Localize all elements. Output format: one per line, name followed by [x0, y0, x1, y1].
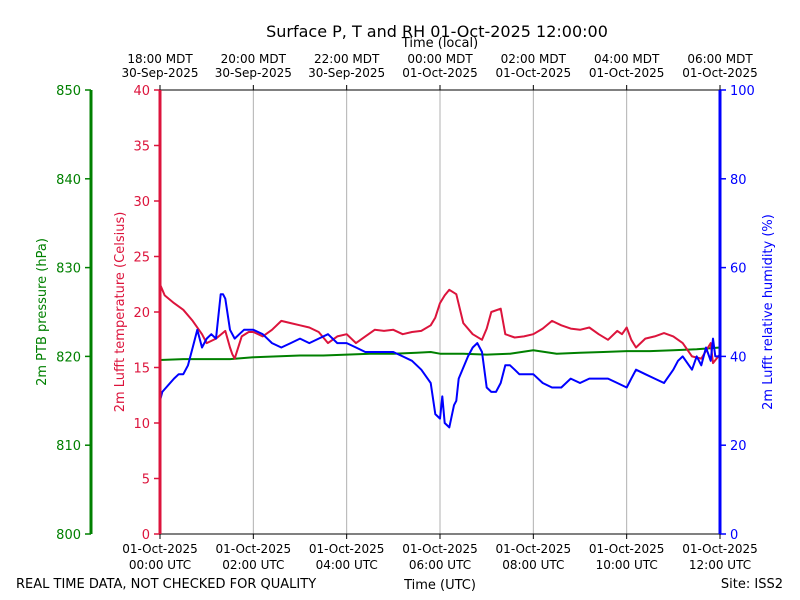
x-axis-label: Time (UTC) — [403, 578, 476, 593]
quality-disclaimer: REAL TIME DATA, NOT CHECKED FOR QUALITY — [16, 577, 316, 592]
temperature-series-line — [159, 283, 721, 365]
x-bottom-date-label: 01-Oct-2025 — [682, 542, 758, 556]
vertical-gridlines — [252, 90, 628, 534]
x-top-time-label: 22:00 MDT — [314, 52, 380, 66]
pressure-axis-ticks: 800 810 820 830 840 850 — [56, 84, 91, 543]
x-bottom-time-label: 04:00 UTC — [316, 558, 378, 572]
x-top-time-label: 20:00 MDT — [221, 52, 287, 66]
temperature-tick-label: 10 — [133, 417, 150, 432]
chart-title: Surface P, T and RH 01-Oct-2025 12:00:00 — [266, 22, 608, 41]
x-top-date-label: 30-Sep-2025 — [121, 66, 198, 80]
pressure-series-line — [159, 346, 721, 361]
temperature-tick-label: 20 — [133, 306, 150, 321]
temperature-tick-label: 25 — [133, 251, 150, 266]
temperature-tick-label: 35 — [133, 140, 150, 155]
temperature-axis-label: 2m Lufft temperature (Celsius) — [113, 212, 128, 413]
x-bottom-time-label: 02:00 UTC — [222, 558, 284, 572]
humidity-tick-label: 100 — [730, 84, 755, 99]
x-top-date-label: 01-Oct-2025 — [402, 66, 478, 80]
x-bottom-time-label: 12:00 UTC — [689, 558, 751, 572]
x-top-time-label: 04:00 MDT — [594, 52, 660, 66]
pressure-tick-label: 800 — [56, 528, 81, 543]
pressure-tick-label: 850 — [56, 84, 81, 99]
pressure-tick-label: 830 — [56, 262, 81, 277]
x-bottom-time-label: 06:00 UTC — [409, 558, 471, 572]
humidity-tick-label: 60 — [730, 262, 747, 277]
temperature-axis-ticks: 0 5 10 15 20 25 30 35 40 — [133, 84, 160, 543]
x-bottom-date-label: 01-Oct-2025 — [309, 542, 385, 556]
x-bottom-time-label: 00:00 UTC — [129, 558, 191, 572]
humidity-axis-label: 2m Lufft relative humidity (%) — [761, 214, 776, 410]
humidity-tick-label: 80 — [730, 173, 747, 188]
x-bottom-time-label: 08:00 UTC — [502, 558, 564, 572]
x-top-time-label: 18:00 MDT — [127, 52, 193, 66]
humidity-tick-label: 20 — [730, 439, 747, 454]
pressure-tick-label: 820 — [56, 350, 81, 365]
pressure-axis-label: 2m PTB pressure (hPa) — [35, 238, 50, 386]
humidity-axis-ticks: 0 20 40 60 80 100 — [720, 84, 755, 543]
temperature-tick-label: 30 — [133, 195, 150, 210]
x-bottom-date-label: 01-Oct-2025 — [589, 542, 665, 556]
temperature-tick-label: 40 — [133, 84, 150, 99]
x-top-time-label: 00:00 MDT — [407, 52, 473, 66]
temperature-tick-label: 15 — [133, 362, 150, 377]
humidity-series-line — [159, 293, 720, 429]
x-axis-bottom-ticks: 01-Oct-2025 00:00 UTC 01-Oct-2025 02:00 UTC… — [122, 534, 758, 572]
x-bottom-time-label: 10:00 UTC — [596, 558, 658, 572]
x-top-date-label: 30-Sep-2025 — [215, 66, 292, 80]
x-top-time-label: 02:00 MDT — [501, 52, 567, 66]
x-bottom-date-label: 01-Oct-2025 — [216, 542, 292, 556]
site-label: Site: ISS2 — [721, 577, 783, 592]
x-bottom-date-label: 01-Oct-2025 — [496, 542, 572, 556]
x-top-date-label: 01-Oct-2025 — [682, 66, 758, 80]
x-bottom-date-label: 01-Oct-2025 — [402, 542, 478, 556]
series-lines — [159, 283, 721, 429]
x-top-date-label: 30-Sep-2025 — [308, 66, 385, 80]
pressure-tick-label: 810 — [56, 439, 81, 454]
temperature-tick-label: 0 — [142, 528, 150, 543]
humidity-tick-label: 0 — [730, 528, 738, 543]
x-top-date-label: 01-Oct-2025 — [589, 66, 665, 80]
x-top-date-label: 01-Oct-2025 — [496, 66, 572, 80]
x-bottom-date-label: 01-Oct-2025 — [122, 542, 198, 556]
x-top-time-label: 06:00 MDT — [687, 52, 753, 66]
top-axis-label: Time (local) — [401, 36, 478, 51]
temperature-tick-label: 5 — [142, 473, 150, 488]
pressure-tick-label: 840 — [56, 173, 81, 188]
humidity-tick-label: 40 — [730, 350, 747, 365]
